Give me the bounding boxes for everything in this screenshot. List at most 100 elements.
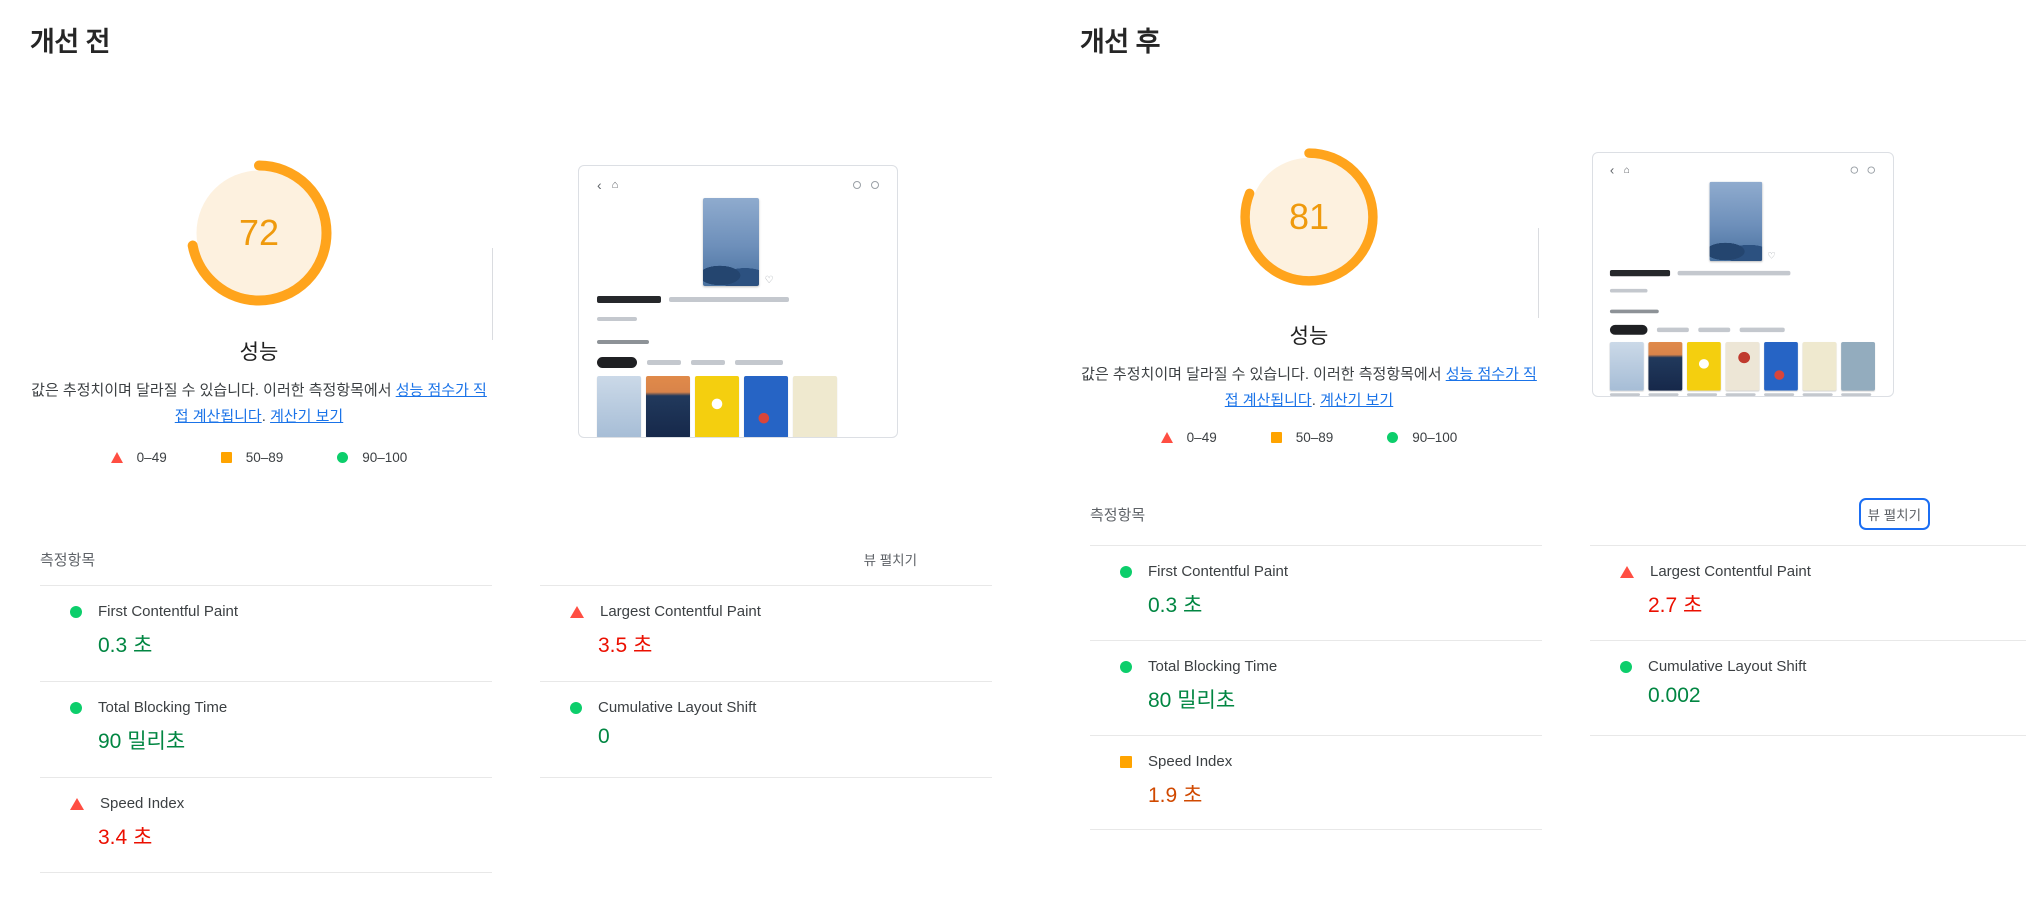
pass-circle-icon bbox=[337, 452, 349, 463]
metric-rating-icon bbox=[570, 701, 582, 714]
metric-first-contentful-paint: First Contentful Paint 0.3 초 bbox=[1090, 545, 1542, 640]
metrics-header-row: 측정항목 뷰 펼치기 bbox=[40, 545, 992, 573]
toolbar-icon bbox=[1850, 166, 1859, 174]
metric-name: Largest Contentful Paint bbox=[600, 603, 761, 620]
metric-speed-index: Speed Index 1.9 초 bbox=[1090, 735, 1542, 830]
score-metrics-link[interactable]: 성능 점수가 직접 계산됩니다 bbox=[1224, 366, 1537, 409]
legend-label: 50–89 bbox=[245, 450, 284, 465]
related-cover bbox=[1841, 342, 1875, 391]
legend-label: 0–49 bbox=[136, 450, 167, 465]
section-divider bbox=[1538, 228, 1539, 318]
metric-name: First Contentful Paint bbox=[98, 603, 239, 620]
metric-rating-icon bbox=[1620, 660, 1632, 673]
performance-gauge[interactable]: 81 bbox=[1238, 146, 1380, 288]
legend-label: 50–89 bbox=[1295, 430, 1334, 445]
average-square-icon bbox=[1270, 432, 1282, 443]
category-label-performance[interactable]: 성능 bbox=[1289, 325, 1329, 348]
legend-label: 90–100 bbox=[362, 450, 408, 465]
thumb-hero-row: ♡ bbox=[597, 198, 879, 286]
metric-cumulative-layout-shift: Cumulative Layout Shift 0 bbox=[540, 681, 992, 777]
metric-value: 0 bbox=[598, 725, 610, 748]
metrics-header-row: 측정항목 뷰 펼치기 bbox=[1090, 498, 2026, 530]
tag-pill bbox=[1609, 324, 1648, 335]
related-cover bbox=[1764, 342, 1798, 391]
metric-value: 0.002 bbox=[1648, 684, 1701, 707]
score-metrics-link[interactable]: 성능 점수가 직접 계산됩니다 bbox=[174, 382, 487, 425]
related-cover bbox=[1609, 342, 1644, 391]
panel-title: 개선 전 bbox=[30, 27, 111, 57]
metric-name: Speed Index bbox=[100, 795, 185, 812]
legend-label: 90–100 bbox=[1412, 430, 1458, 445]
metric-value: 0.3 초 bbox=[1148, 594, 1203, 617]
legend-item-pass: 90–100 bbox=[337, 450, 407, 465]
metric-cumulative-layout-shift: Cumulative Layout Shift 0.002 bbox=[1590, 640, 2026, 735]
metric-value: 80 밀리초 bbox=[1148, 689, 1236, 712]
metric-rating-icon bbox=[1120, 565, 1132, 578]
expand-view-button[interactable]: 뷰 펼치기 bbox=[1858, 498, 1930, 530]
metric-total-blocking-time: Total Blocking Time 80 밀리초 bbox=[1090, 640, 1542, 735]
metric-total-blocking-time: Total Blocking Time 90 밀리초 bbox=[40, 681, 492, 777]
metric-value: 3.4 초 bbox=[98, 826, 153, 849]
metric-name: Cumulative Layout Shift bbox=[598, 699, 757, 716]
legend-item-average: 50–89 bbox=[1270, 430, 1334, 445]
panel-title: 개선 후 bbox=[1080, 27, 1161, 57]
legend-item-fail: 0–49 bbox=[110, 450, 167, 465]
back-icon: ‹ bbox=[597, 177, 602, 193]
score-legend: 0–49 50–89 90–100 bbox=[110, 450, 407, 465]
score-description-text: 값은 추정치이며 달라질 수 있습니다. 이러한 측정항목에서 bbox=[31, 382, 396, 399]
calculator-link[interactable]: 계산기 보기 bbox=[1320, 392, 1394, 409]
legend-label: 0–49 bbox=[1186, 430, 1217, 445]
performance-score-value: 72 bbox=[238, 212, 280, 253]
metric-name: Largest Contentful Paint bbox=[1650, 563, 1811, 580]
metrics-grid: First Contentful Paint 0.3 초 Largest Con… bbox=[1090, 545, 2026, 830]
toolbar-icon bbox=[1867, 166, 1875, 174]
metric-rating-icon bbox=[70, 701, 82, 714]
related-cover bbox=[1725, 342, 1760, 391]
legend-item-pass: 90–100 bbox=[1387, 430, 1457, 445]
related-cover bbox=[597, 376, 641, 437]
performance-score-section: 81 성능 값은 추정치이며 달라질 수 있습니다. 이러한 측정항목에서 성능… bbox=[1080, 146, 1538, 445]
heart-icon: ♡ bbox=[1767, 251, 1776, 261]
related-cover bbox=[793, 376, 837, 437]
related-cover bbox=[1648, 342, 1683, 391]
related-cover bbox=[744, 376, 788, 437]
expand-view-button[interactable]: 뷰 펼치기 bbox=[857, 545, 924, 573]
metric-rating-icon bbox=[1620, 565, 1634, 578]
score-description: 값은 추정치이며 달라질 수 있습니다. 이러한 측정항목에서 성능 점수가 직… bbox=[31, 378, 487, 430]
score-description: 값은 추정치이며 달라질 수 있습니다. 이러한 측정항목에서 성능 점수가 직… bbox=[1081, 362, 1537, 414]
thumb-title-skeleton bbox=[1609, 270, 1875, 277]
fail-triangle-icon bbox=[110, 452, 123, 463]
related-cover bbox=[646, 376, 690, 437]
metric-value: 3.5 초 bbox=[598, 634, 653, 657]
section-divider bbox=[492, 248, 493, 340]
metric-value: 90 밀리초 bbox=[98, 730, 186, 753]
toolbar-icon bbox=[853, 181, 861, 189]
pass-circle-icon bbox=[1387, 432, 1399, 443]
metric-first-contentful-paint: First Contentful Paint 0.3 초 bbox=[40, 585, 492, 681]
metric-speed-index: Speed Index 3.4 초 bbox=[40, 777, 492, 873]
thumb-tag-row bbox=[597, 357, 879, 368]
page-screenshot-thumbnail[interactable]: ‹ ⌂ ♡ bbox=[578, 165, 898, 438]
legend-item-average: 50–89 bbox=[220, 450, 284, 465]
calculator-link[interactable]: 계산기 보기 bbox=[270, 408, 344, 425]
related-cover bbox=[1802, 342, 1837, 391]
back-icon: ‹ bbox=[1609, 162, 1615, 178]
toolbar-icon bbox=[871, 181, 879, 189]
metric-name: Cumulative Layout Shift bbox=[1648, 658, 1807, 675]
page-screenshot-thumbnail[interactable]: ‹ ⌂ ♡ bbox=[1592, 152, 1894, 397]
metric-rating-icon bbox=[1120, 660, 1132, 673]
thumb-related-covers bbox=[1609, 342, 1875, 396]
metric-largest-contentful-paint: Largest Contentful Paint 2.7 초 bbox=[1590, 545, 2026, 640]
thumb-navbar: ‹ ⌂ bbox=[1609, 162, 1875, 178]
category-label-performance[interactable]: 성능 bbox=[239, 341, 279, 364]
fail-triangle-icon bbox=[1160, 432, 1173, 443]
thumb-related-covers bbox=[597, 376, 879, 437]
metrics-section-title: 측정항목 bbox=[40, 551, 96, 569]
legend-item-fail: 0–49 bbox=[1160, 430, 1217, 445]
metrics-section-title: 측정항목 bbox=[1090, 506, 1146, 524]
thumb-tag-row bbox=[1609, 324, 1875, 335]
metric-value: 1.9 초 bbox=[1148, 784, 1203, 807]
performance-score-section: 72 성능 값은 추정치이며 달라질 수 있습니다. 이러한 측정항목에서 성능… bbox=[30, 158, 488, 465]
performance-gauge[interactable]: 72 bbox=[184, 158, 334, 308]
